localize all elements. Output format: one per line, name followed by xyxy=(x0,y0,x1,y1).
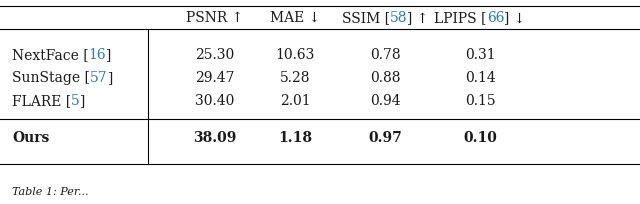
Text: ]: ] xyxy=(106,48,111,62)
Text: FLARE [: FLARE [ xyxy=(12,94,71,108)
Text: Table 1: Per...: Table 1: Per... xyxy=(12,186,88,196)
Text: MAE ↓: MAE ↓ xyxy=(270,11,320,25)
Text: 10.63: 10.63 xyxy=(275,48,315,62)
Text: PSNR ↑: PSNR ↑ xyxy=(186,11,244,25)
Text: 16: 16 xyxy=(88,48,106,62)
Text: 0.97: 0.97 xyxy=(368,130,402,144)
Text: SunStage [: SunStage [ xyxy=(12,71,90,85)
Text: ]: ] xyxy=(108,71,113,85)
Text: 0.31: 0.31 xyxy=(465,48,495,62)
Text: 58: 58 xyxy=(390,11,407,25)
Text: 5.28: 5.28 xyxy=(280,71,310,85)
Text: ] ↑: ] ↑ xyxy=(407,11,428,25)
Text: 30.40: 30.40 xyxy=(195,94,235,108)
Text: 0.10: 0.10 xyxy=(463,130,497,144)
Text: 0.94: 0.94 xyxy=(370,94,400,108)
Text: NextFace [: NextFace [ xyxy=(12,48,88,62)
Text: SSIM [: SSIM [ xyxy=(342,11,390,25)
Text: ]: ] xyxy=(80,94,85,108)
Text: Ours: Ours xyxy=(12,130,49,144)
Text: 29.47: 29.47 xyxy=(195,71,235,85)
Text: 25.30: 25.30 xyxy=(195,48,235,62)
Text: 38.09: 38.09 xyxy=(193,130,237,144)
Text: 0.14: 0.14 xyxy=(465,71,495,85)
Text: 0.78: 0.78 xyxy=(370,48,400,62)
Text: 66: 66 xyxy=(487,11,504,25)
Text: 5: 5 xyxy=(71,94,80,108)
Text: 1.18: 1.18 xyxy=(278,130,312,144)
Text: ] ↓: ] ↓ xyxy=(504,11,525,25)
Text: LPIPS [: LPIPS [ xyxy=(435,11,487,25)
Text: 0.88: 0.88 xyxy=(370,71,400,85)
Text: 0.15: 0.15 xyxy=(465,94,495,108)
Text: 2.01: 2.01 xyxy=(280,94,310,108)
Text: 57: 57 xyxy=(90,71,108,85)
